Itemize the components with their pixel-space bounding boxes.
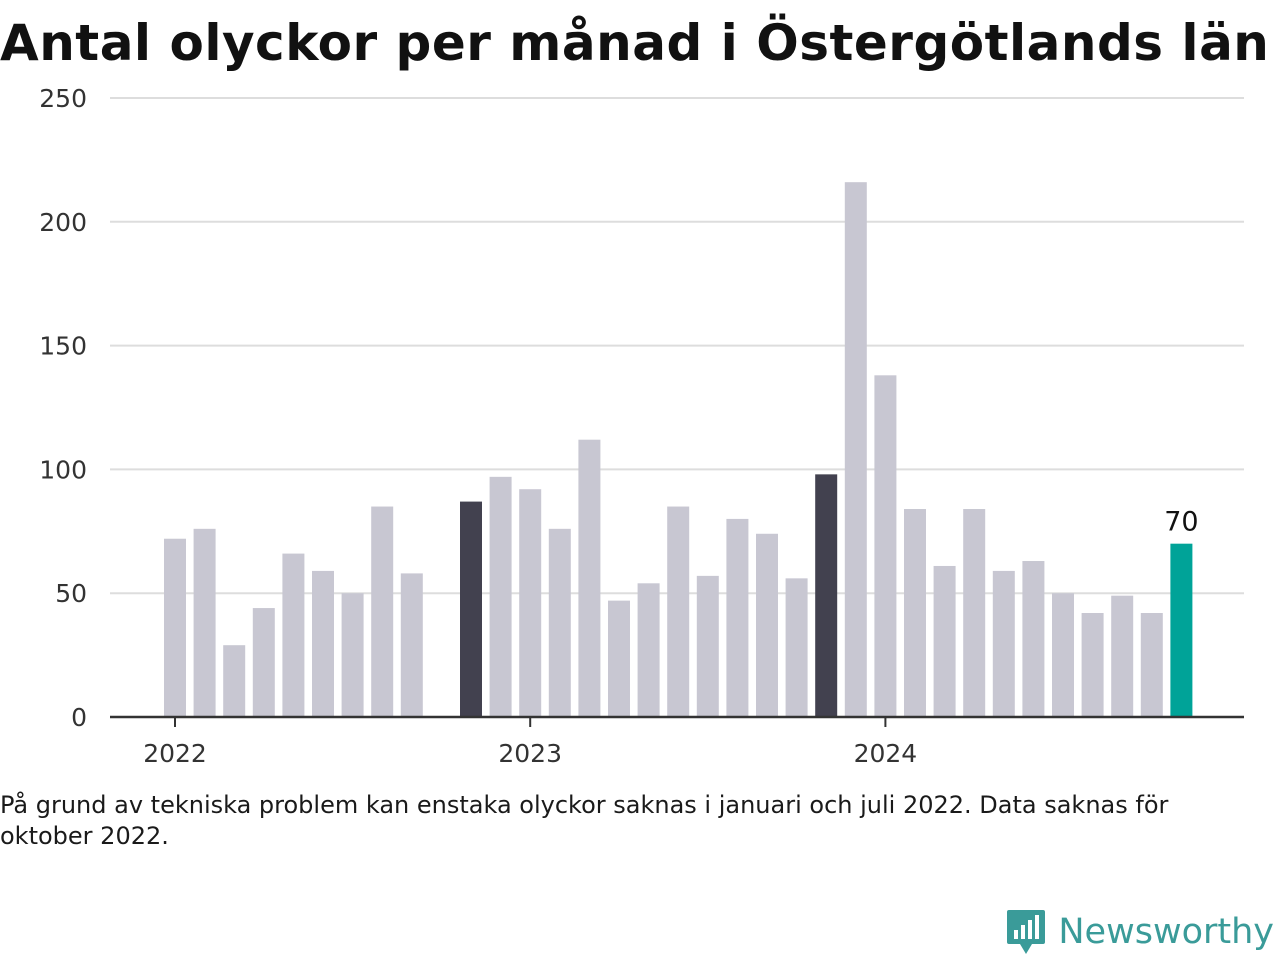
bar-2023-05: [637, 583, 660, 717]
y-tick-label: 200: [39, 208, 87, 237]
bar-2023-02: [548, 528, 571, 717]
bar-2023-12: [844, 182, 867, 717]
bar-2024-08: [1081, 613, 1104, 717]
bar-2024-04: [963, 509, 986, 717]
bar-2024-11: [1170, 543, 1193, 717]
brand-logo[interactable]: Newsworthy: [1006, 908, 1274, 956]
bar-2023-04: [608, 600, 630, 717]
bar-2022-11: [460, 501, 482, 717]
bar-2023-06: [667, 506, 690, 717]
bar-2022-12: [489, 476, 512, 717]
brand-name: Newsworthy: [1058, 912, 1274, 952]
x-tick-label: 2022: [143, 739, 207, 768]
footnote: På grund av tekniska problem kan enstaka…: [0, 791, 1169, 850]
bar-2022-06: [312, 570, 334, 717]
bar-2023-10: [785, 578, 808, 717]
data-labels: 70: [1164, 507, 1198, 538]
bar-2022-08: [371, 506, 394, 717]
y-tick-label: 250: [39, 84, 87, 113]
bar-2023-01: [519, 489, 542, 717]
bar-2023-11: [815, 474, 838, 717]
bar-2024-06: [1022, 561, 1045, 717]
chart-title: Antal olyckor per månad i Östergötlands …: [0, 14, 1270, 72]
bar-2024-01: [874, 375, 897, 717]
bar-2024-05: [992, 570, 1015, 717]
y-tick-label: 100: [39, 455, 87, 484]
bar-2024-10: [1140, 613, 1163, 717]
bar-2022-03: [223, 645, 246, 717]
x-tick-label: 2024: [854, 739, 918, 768]
bar-2024-03: [933, 565, 956, 717]
bar-2024-02: [904, 509, 926, 717]
bar-2023-03: [578, 439, 601, 717]
bar-2022-07: [341, 593, 364, 717]
bar-2024-07: [1052, 593, 1074, 717]
x-tick-label: 2023: [498, 739, 562, 768]
bar-2022-09: [400, 573, 423, 717]
x-axis: 2022 2023 2024: [110, 715, 1244, 768]
y-tick-label: 150: [39, 332, 87, 361]
chart-speech-bubble-icon: [1007, 910, 1046, 954]
bar-2023-08: [726, 518, 749, 717]
y-tick-label: 0: [71, 703, 87, 732]
bars: [164, 182, 1193, 717]
y-axis-tick-labels: 0 50 100 150 200 250: [39, 84, 87, 732]
bar-2023-09: [756, 533, 778, 717]
bar-2022-05: [282, 553, 305, 717]
bar-2022-01: [164, 538, 186, 717]
bar-chart: 0 50 100 150 200 250 2022 2023 2024 70: [39, 84, 1244, 768]
bar-2023-07: [696, 575, 719, 717]
bar-2024-09: [1111, 595, 1134, 717]
bar-2022-02: [193, 528, 216, 717]
data-label-latest: 70: [1164, 507, 1198, 538]
bar-2022-04: [252, 608, 275, 717]
y-tick-label: 50: [55, 579, 87, 608]
